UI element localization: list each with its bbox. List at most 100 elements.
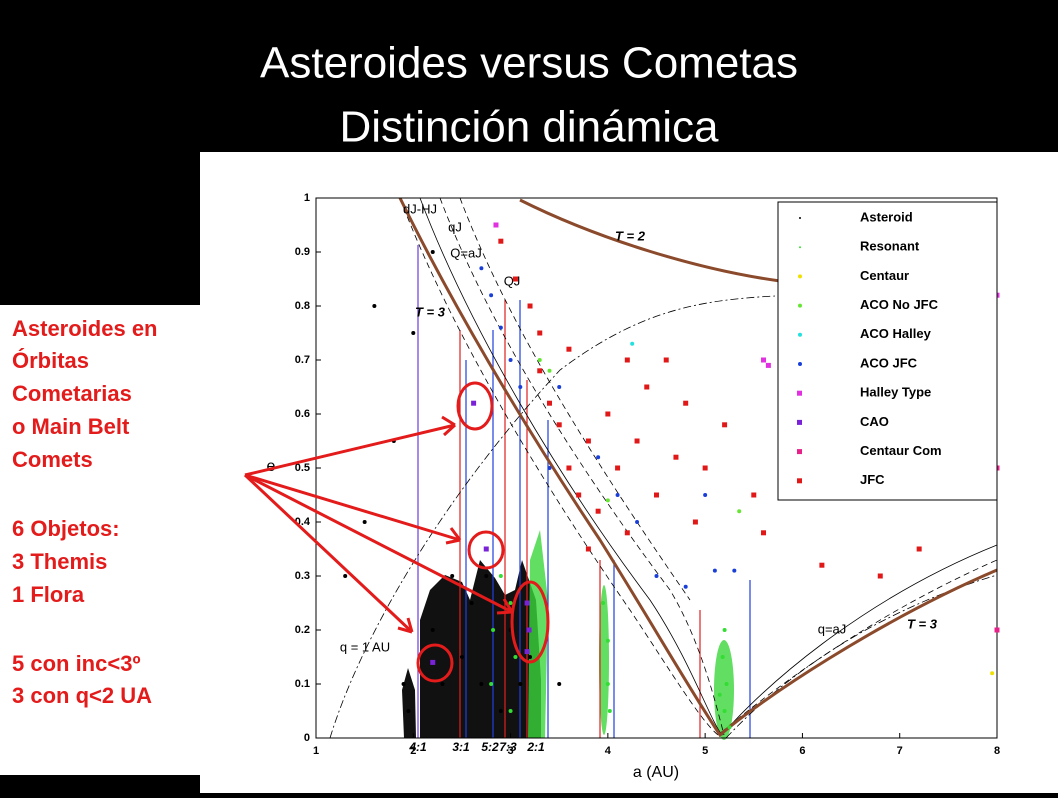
- data-point: [722, 628, 727, 632]
- data-point: [411, 331, 416, 335]
- data-point: [493, 222, 499, 228]
- data-point: [498, 325, 503, 330]
- data-point: [566, 465, 572, 471]
- resonance-label: 3:1: [452, 740, 470, 754]
- data-point: [751, 492, 757, 498]
- data-point: [479, 682, 484, 686]
- data-point: [518, 385, 523, 389]
- data-point: [498, 238, 504, 244]
- annotation: dJ-HJ: [403, 201, 437, 216]
- legend-label: Halley Type: [860, 385, 931, 400]
- legend-marker: [799, 246, 801, 249]
- y-tick-label: 0.4: [295, 516, 311, 528]
- legend-marker: [798, 332, 802, 337]
- data-point: [489, 682, 494, 686]
- data-point: [654, 492, 659, 498]
- data-point: [692, 519, 698, 525]
- legend: Asteroid Resonant Centaur ACO No JFC ACO Hal…: [777, 201, 998, 501]
- data-point: [663, 357, 669, 363]
- data-point: [524, 600, 530, 606]
- legend-label: ACO No JFC: [860, 297, 939, 312]
- x-tick-label: 3: [508, 745, 514, 757]
- data-point: [508, 358, 513, 362]
- data-point: [484, 574, 489, 578]
- y-tick-label: 0.7: [295, 354, 310, 366]
- data-point: [635, 520, 640, 524]
- data-point: [512, 276, 518, 282]
- data-point: [994, 627, 1000, 633]
- legend-marker: [797, 449, 802, 455]
- data-point: [615, 493, 620, 497]
- callout-box: [0, 305, 230, 775]
- data-point: [727, 725, 732, 730]
- data-point: [556, 422, 562, 428]
- data-point: [576, 492, 582, 498]
- data-point: [513, 655, 518, 659]
- y-tick-label: 0.5: [295, 462, 310, 474]
- legend-marker: [797, 419, 802, 425]
- y-tick-label: 0.8: [295, 300, 310, 312]
- data-point: [683, 584, 688, 589]
- data-point: [362, 520, 367, 524]
- callout-line: Cometarias: [12, 381, 132, 406]
- resonance-label: 7:3: [499, 740, 517, 754]
- data-point: [683, 400, 689, 406]
- data-point: [819, 562, 825, 568]
- data-point: [600, 601, 605, 605]
- data-point: [732, 568, 737, 573]
- data-point: [737, 509, 742, 514]
- data-point: [479, 266, 484, 271]
- callout-line: 1 Flora: [12, 582, 85, 607]
- data-point: [761, 357, 767, 363]
- slide-title: Asteroides versus Cometas: [260, 39, 798, 88]
- tisserand-curves: [398, 197, 998, 738]
- data-point: [722, 709, 727, 713]
- data-point: [634, 438, 640, 444]
- data-point: [524, 649, 530, 655]
- x-tick-label: 2: [410, 745, 416, 757]
- legend-marker: [797, 390, 802, 396]
- data-point: [546, 400, 552, 406]
- legend-label: ACO Halley: [860, 326, 932, 341]
- data-point: [702, 465, 708, 471]
- data-point: [654, 574, 659, 578]
- legend-label: JFC: [860, 472, 885, 487]
- callout-line: 3 con q<2 UA: [12, 683, 152, 708]
- data-point: [343, 574, 348, 578]
- data-point: [372, 304, 377, 308]
- callout-line: 3 Themis: [12, 549, 107, 574]
- data-point: [703, 493, 708, 497]
- data-point: [518, 682, 523, 686]
- data-point: [877, 573, 883, 579]
- data-point: [557, 682, 562, 686]
- data-point: [469, 601, 474, 605]
- legend-label: Asteroid: [860, 209, 913, 224]
- y-axis-label: e: [267, 458, 276, 475]
- data-point: [528, 655, 533, 659]
- plot: 1 2 3 4 5 6 7 8 0 0.1 0.2 0.3 0.4 0.5 0.6 0.7 0.8 0.9 1 a (…: [267, 192, 1001, 781]
- data-point: [430, 250, 435, 254]
- data-point: [605, 638, 610, 643]
- data-point: [585, 438, 591, 444]
- data-point: [720, 655, 725, 659]
- data-point: [547, 466, 552, 470]
- legend-marker: [798, 362, 802, 366]
- data-point: [712, 568, 717, 573]
- data-point: [508, 709, 513, 713]
- legend-marker: [797, 478, 802, 484]
- legend-label: ACO JFC: [860, 355, 918, 370]
- data-point: [547, 368, 552, 373]
- callout-text: Asteroides en Órbitas Cometarias o Main Bel…: [12, 316, 158, 708]
- data-point: [498, 574, 503, 578]
- data-point: [508, 601, 513, 605]
- y-tick-label: 0.2: [295, 624, 310, 636]
- data-point: [673, 454, 679, 460]
- callout-arrows: [243, 381, 550, 683]
- slide-subtitle: Distinción dinámica: [339, 103, 719, 152]
- callout: [0, 305, 230, 775]
- data-point: [605, 411, 611, 417]
- legend-label: Centaur Com: [860, 443, 942, 458]
- x-tick-label: 7: [897, 745, 903, 757]
